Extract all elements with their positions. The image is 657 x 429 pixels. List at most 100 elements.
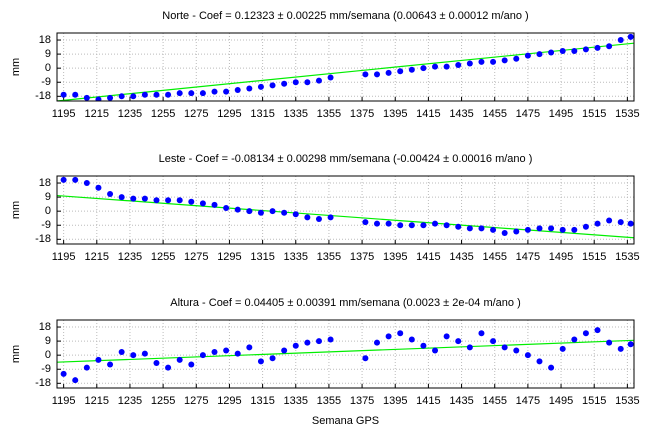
data-point [107, 94, 114, 101]
data-point [211, 88, 218, 95]
data-point [617, 37, 624, 44]
data-point [606, 217, 613, 224]
data-point [478, 58, 485, 65]
data-point [199, 352, 206, 359]
data-point [165, 197, 172, 204]
data-point [118, 349, 125, 356]
data-point [269, 82, 276, 89]
data-point [432, 347, 439, 354]
data-point [397, 330, 404, 337]
data-point [304, 339, 311, 346]
data-point [408, 66, 415, 73]
x-tick-label: 1315 [250, 108, 274, 120]
data-point [513, 55, 520, 62]
data-point [223, 347, 230, 354]
x-tick-label: 1395 [383, 251, 407, 263]
y-tick-label: 9 [45, 48, 51, 60]
data-point [292, 79, 299, 86]
x-tick-label: 1335 [284, 395, 308, 407]
x-tick-label: 1375 [350, 251, 374, 263]
data-point [141, 91, 148, 98]
data-point [130, 352, 137, 359]
data-point [130, 93, 137, 100]
data-point [315, 215, 322, 222]
data-point [582, 46, 589, 53]
data-point [223, 88, 230, 95]
data-point [536, 51, 543, 58]
data-point [269, 355, 276, 362]
x-tick-label: 1515 [582, 108, 606, 120]
data-point [374, 71, 381, 78]
x-tick-label: 1415 [416, 251, 440, 263]
data-point [594, 220, 601, 227]
data-point [606, 43, 613, 50]
data-point [594, 44, 601, 51]
data-point [627, 33, 634, 40]
trend-line [57, 339, 634, 363]
data-point [327, 214, 334, 221]
data-point [548, 225, 555, 232]
data-point [199, 200, 206, 207]
data-point [327, 74, 334, 81]
data-point [385, 220, 392, 227]
data-point [176, 90, 183, 97]
data-point [281, 209, 288, 216]
x-tick-label: 1215 [85, 108, 109, 120]
data-point [443, 222, 450, 229]
y-tick-label: -9 [41, 363, 51, 375]
y-tick-label: -18 [35, 377, 51, 389]
data-point [257, 83, 264, 90]
data-point [188, 198, 195, 205]
data-point [292, 342, 299, 349]
x-tick-label: 1395 [383, 395, 407, 407]
data-point [582, 223, 589, 230]
data-point [107, 361, 114, 368]
x-tick-label: 1335 [284, 251, 308, 263]
y-axis-label: mm [10, 58, 22, 76]
data-point [490, 338, 497, 345]
chart-title: Norte - Coef = 0.12323 ± 0.00225 mm/sema… [162, 10, 528, 22]
y-tick-label: -18 [35, 90, 51, 102]
data-point [466, 225, 473, 232]
data-point [432, 220, 439, 227]
data-point [466, 60, 473, 67]
y-tick-label: -9 [41, 219, 51, 231]
data-point [269, 208, 276, 215]
data-point [627, 220, 634, 227]
x-tick-label: 1375 [350, 108, 374, 120]
data-point [107, 190, 114, 197]
x-tick-label: 1415 [416, 395, 440, 407]
x-tick-label: 1215 [85, 251, 109, 263]
x-tick-label: 1255 [151, 395, 175, 407]
x-tick-label: 1295 [217, 108, 241, 120]
data-point [374, 339, 381, 346]
data-point [524, 352, 531, 359]
data-point [501, 57, 508, 64]
data-point [617, 345, 624, 352]
y-tick-label: -9 [41, 76, 51, 88]
data-point [304, 79, 311, 86]
data-point [281, 80, 288, 87]
plot-frame [56, 319, 635, 389]
data-point [617, 219, 624, 226]
data-point [571, 226, 578, 233]
data-point [223, 205, 230, 212]
x-tick-label: 1275 [184, 395, 208, 407]
x-tick-label: 1255 [151, 251, 175, 263]
data-point [176, 197, 183, 204]
data-point [627, 341, 634, 348]
data-point [83, 94, 90, 101]
x-tick-label: 1535 [615, 251, 639, 263]
data-point [466, 344, 473, 351]
data-point [165, 364, 172, 371]
data-point [571, 47, 578, 54]
x-tick-label: 1455 [482, 251, 506, 263]
x-tick-label: 1295 [217, 395, 241, 407]
x-tick-label: 1435 [449, 395, 473, 407]
data-point [524, 52, 531, 59]
data-point [246, 85, 253, 92]
data-point [153, 91, 160, 98]
data-point [385, 69, 392, 76]
x-tick-label: 1515 [582, 251, 606, 263]
data-point [83, 180, 90, 187]
